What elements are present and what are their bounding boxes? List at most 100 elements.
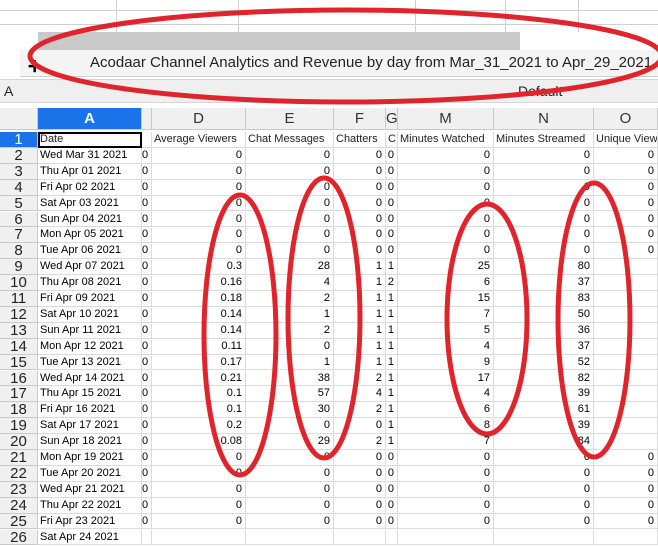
table-cell[interactable]: 0 xyxy=(594,497,658,514)
table-cell[interactable]: 0 xyxy=(494,227,594,244)
table-cell[interactable]: 0 xyxy=(494,450,594,466)
table-cell[interactable]: Sat Apr 24 2021 xyxy=(38,529,142,546)
table-cell[interactable]: 0 xyxy=(494,497,594,514)
table-cell[interactable]: 0 xyxy=(142,179,152,196)
table-cell[interactable]: 15 xyxy=(398,291,494,307)
table-cell[interactable]: 0 xyxy=(246,227,334,244)
table-cell[interactable]: 0 xyxy=(334,163,386,180)
table-cell[interactable]: 2 xyxy=(386,275,398,291)
table-cell[interactable]: 0 xyxy=(594,227,658,244)
table-cell[interactable]: 0 xyxy=(142,497,152,514)
table-cell[interactable]: 0 xyxy=(386,481,398,498)
table-cell[interactable]: 0 xyxy=(246,147,334,164)
column-header-e[interactable]: E xyxy=(246,108,334,130)
column-header-a[interactable]: A xyxy=(38,108,142,130)
table-cell[interactable]: 0 xyxy=(494,163,594,180)
table-cell[interactable]: 0 xyxy=(152,243,246,260)
table-cell[interactable]: 1 xyxy=(246,306,334,323)
table-cell[interactable]: 0 xyxy=(152,163,246,180)
row-header-14[interactable]: 14 xyxy=(0,338,38,355)
table-cell[interactable]: 0 xyxy=(386,513,398,530)
table-cell[interactable]: 0 xyxy=(246,513,334,530)
table-cell[interactable]: Thu Apr 22 2021 xyxy=(38,497,142,514)
table-cell[interactable]: 0 xyxy=(142,211,152,228)
table-cell[interactable]: 1 xyxy=(246,354,334,371)
table-cell[interactable] xyxy=(594,259,658,276)
table-cell[interactable]: 1 xyxy=(334,338,386,355)
table-cell[interactable]: 0 xyxy=(246,243,334,260)
table-cell[interactable]: 0 xyxy=(142,354,152,371)
row-header-9[interactable]: 9 xyxy=(0,259,38,276)
table-cell[interactable]: 0 xyxy=(142,243,152,260)
table-cell[interactable]: 0.18 xyxy=(152,291,246,307)
table-cell[interactable]: 0 xyxy=(398,195,494,212)
table-cell[interactable]: 82 xyxy=(494,370,594,387)
table-cell[interactable] xyxy=(594,529,658,546)
table-cell[interactable] xyxy=(594,370,658,387)
table-cell[interactable] xyxy=(594,434,658,450)
table-cell[interactable]: 0.14 xyxy=(152,322,246,339)
table-cell[interactable]: 0 xyxy=(386,465,398,482)
table-cell[interactable]: 39 xyxy=(494,418,594,435)
table-cell[interactable]: 0 xyxy=(594,465,658,482)
table-cell[interactable]: 17 xyxy=(398,370,494,387)
table-cell[interactable]: 0 xyxy=(142,291,152,307)
table-cell[interactable]: 0 xyxy=(142,306,152,323)
row-header-3[interactable]: 3 xyxy=(0,163,38,180)
table-cell[interactable]: 0 xyxy=(142,481,152,498)
row-header-1[interactable]: 1 xyxy=(0,132,38,148)
table-cell[interactable]: 1 xyxy=(386,354,398,371)
table-cell[interactable]: 0 xyxy=(398,179,494,196)
table-cell[interactable]: 2 xyxy=(334,434,386,450)
table-cell[interactable]: 0 xyxy=(152,195,246,212)
table-cell[interactable] xyxy=(152,529,246,546)
cell-style-box[interactable]: Default xyxy=(518,83,563,99)
table-cell[interactable]: 0 xyxy=(386,147,398,164)
table-cell[interactable]: 0 xyxy=(152,465,246,482)
table-cell[interactable]: 0 xyxy=(246,179,334,196)
table-cell[interactable]: Wed Apr 14 2021 xyxy=(38,370,142,387)
table-cell[interactable]: 2 xyxy=(246,291,334,307)
table-cell[interactable]: 7 xyxy=(398,306,494,323)
table-cell[interactable]: 0 xyxy=(142,259,152,276)
table-cell[interactable]: 0 xyxy=(494,513,594,530)
table-cell[interactable]: 0 xyxy=(334,147,386,164)
table-cell[interactable]: 0 xyxy=(594,195,658,212)
table-cell[interactable]: 0 xyxy=(246,195,334,212)
table-cell[interactable]: 0.14 xyxy=(152,306,246,323)
column-header-hidden[interactable] xyxy=(142,108,152,130)
table-cell[interactable]: 4 xyxy=(246,275,334,291)
table-cell[interactable]: Fri Apr 09 2021 xyxy=(38,291,142,307)
table-cell[interactable]: 0 xyxy=(152,179,246,196)
column-header-f[interactable]: F xyxy=(334,108,386,130)
table-cell[interactable]: 25 xyxy=(398,259,494,276)
column-title-cell[interactable]: Average Viewers xyxy=(152,132,246,148)
row-header-8[interactable]: 8 xyxy=(0,243,38,260)
table-cell[interactable]: 0 xyxy=(386,211,398,228)
table-cell[interactable]: 0 xyxy=(386,195,398,212)
row-header-16[interactable]: 16 xyxy=(0,370,38,387)
select-all-corner[interactable] xyxy=(0,108,38,130)
column-header-o[interactable]: O xyxy=(594,108,658,130)
table-cell[interactable]: 1 xyxy=(386,291,398,307)
table-cell[interactable]: 0 xyxy=(398,513,494,530)
table-cell[interactable] xyxy=(594,402,658,419)
table-cell[interactable]: 0 xyxy=(246,450,334,466)
table-cell[interactable]: 0 xyxy=(152,497,246,514)
table-cell[interactable]: 0 xyxy=(142,418,152,435)
row-header-11[interactable]: 11 xyxy=(0,291,38,307)
row-header-4[interactable]: 4 xyxy=(0,179,38,196)
table-cell[interactable]: 0 xyxy=(334,418,386,435)
table-cell[interactable]: 38 xyxy=(246,370,334,387)
table-cell[interactable]: 0 xyxy=(594,147,658,164)
table-cell[interactable]: 0 xyxy=(386,227,398,244)
table-cell[interactable] xyxy=(386,529,398,546)
table-cell[interactable]: 61 xyxy=(494,402,594,419)
table-cell[interactable]: Fri Apr 16 2021 xyxy=(38,402,142,419)
table-cell[interactable]: 0 xyxy=(142,195,152,212)
table-cell[interactable]: 0 xyxy=(152,211,246,228)
table-cell[interactable]: 0 xyxy=(334,179,386,196)
table-cell[interactable]: Fri Apr 23 2021 xyxy=(38,513,142,530)
table-cell[interactable]: 0 xyxy=(398,243,494,260)
column-title-cell[interactable]: Chat Messages xyxy=(246,132,334,148)
